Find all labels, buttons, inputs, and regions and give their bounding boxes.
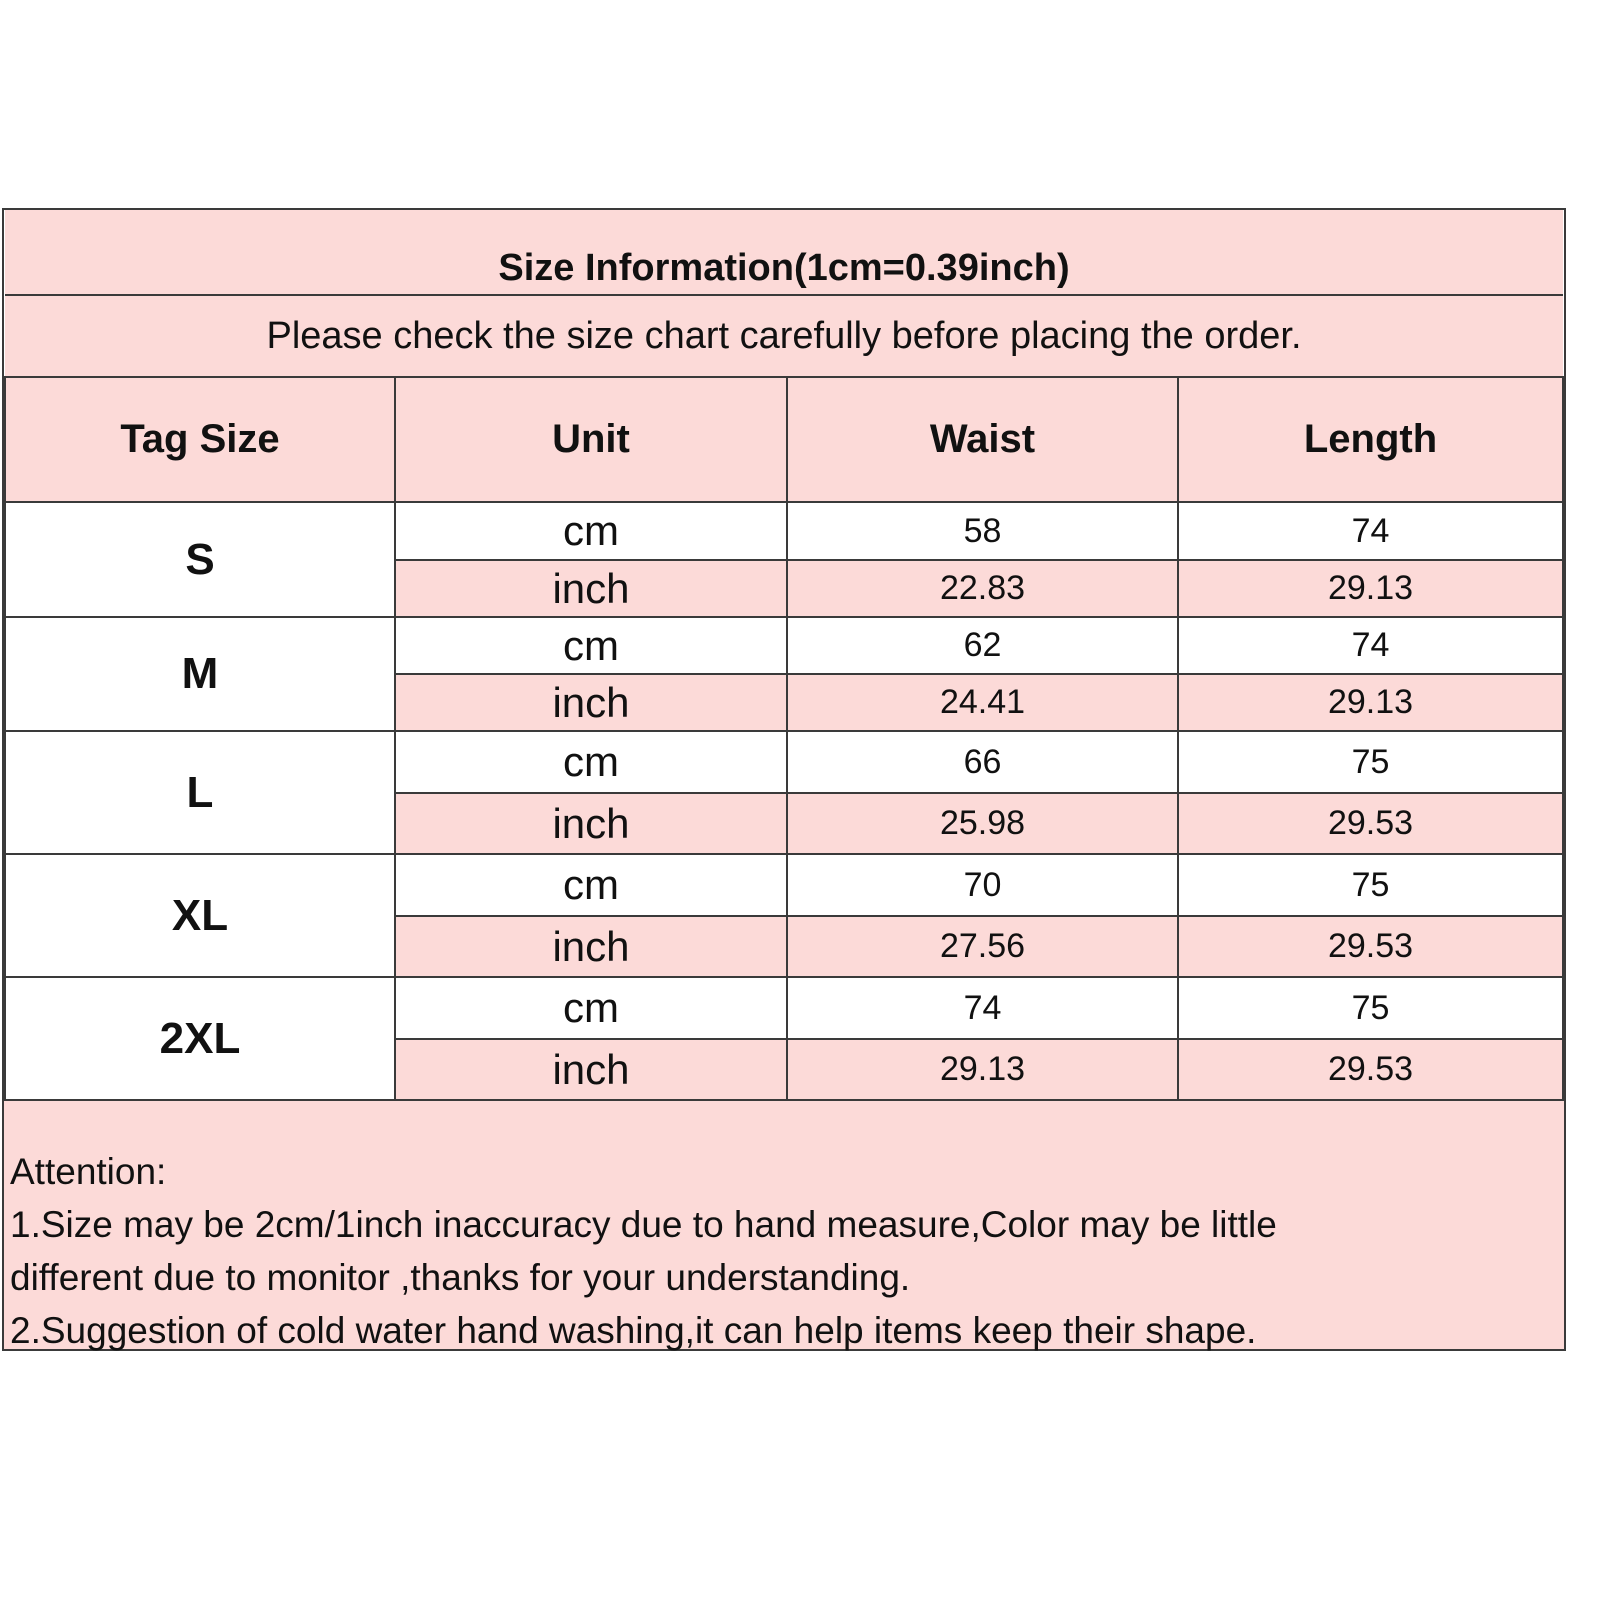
- length-cell: 75: [1177, 853, 1564, 917]
- length-cell: 74: [1177, 501, 1564, 561]
- tag-size-cell: XL: [4, 853, 396, 978]
- waist-cell: 25.98: [786, 792, 1179, 855]
- unit-cell: inch: [394, 673, 788, 732]
- note-heading: Attention:: [10, 1151, 167, 1192]
- length-cell: 75: [1177, 730, 1564, 794]
- size-chart: Size Information(1cm=0.39inch) Please ch…: [2, 208, 1566, 1351]
- unit-cell: cm: [394, 616, 788, 675]
- unit-cell: cm: [394, 730, 788, 794]
- unit-cell: inch: [394, 915, 788, 978]
- waist-cell: 62: [786, 616, 1179, 675]
- note-line: 2.Suggestion of cold water hand washing,…: [10, 1310, 1257, 1351]
- tag-size-cell: S: [4, 501, 396, 618]
- tag-size-cell: 2XL: [4, 976, 396, 1101]
- unit-cell: inch: [394, 1038, 788, 1101]
- header-tag-size: Tag Size: [4, 376, 396, 503]
- unit-cell: cm: [394, 976, 788, 1040]
- unit-cell: inch: [394, 559, 788, 618]
- table-row: inch 25.98 29.53: [5, 792, 1564, 855]
- table-row: XL cm 70 75: [4, 853, 1564, 978]
- table-row: inch 29.13 29.53: [5, 1038, 1564, 1101]
- chart-title: Size Information(1cm=0.39inch): [5, 210, 1563, 296]
- table-row: 2XL cm 74 75: [4, 976, 1564, 1101]
- waist-cell: 58: [786, 501, 1179, 561]
- attention-notes: Attention: 1.Size may be 2cm/1inch inacc…: [4, 1101, 1564, 1351]
- header-length: Length: [1177, 376, 1564, 503]
- header-unit: Unit: [394, 376, 788, 503]
- waist-cell: 29.13: [786, 1038, 1179, 1101]
- tag-size-cell: L: [4, 730, 396, 855]
- length-cell: 29.13: [1177, 559, 1564, 618]
- unit-cell: cm: [394, 853, 788, 917]
- header-waist: Waist: [786, 376, 1179, 503]
- waist-cell: 24.41: [786, 673, 1179, 732]
- size-table: Size Information(1cm=0.39inch) Please ch…: [4, 210, 1564, 1101]
- waist-cell: 74: [786, 976, 1179, 1040]
- unit-cell: inch: [394, 792, 788, 855]
- table-row: inch 27.56 29.53: [5, 915, 1564, 978]
- waist-cell: 66: [786, 730, 1179, 794]
- length-cell: 29.53: [1177, 1038, 1564, 1101]
- table-row: inch 24.41 29.13: [5, 673, 1564, 732]
- note-line: different due to monitor ,thanks for you…: [10, 1257, 911, 1298]
- length-cell: 74: [1177, 616, 1564, 675]
- waist-cell: 22.83: [786, 559, 1179, 618]
- waist-cell: 70: [786, 853, 1179, 917]
- length-cell: 29.13: [1177, 673, 1564, 732]
- chart-subtitle: Please check the size chart carefully be…: [5, 294, 1563, 378]
- length-cell: 75: [1177, 976, 1564, 1040]
- length-cell: 29.53: [1177, 792, 1564, 855]
- table-row: inch 22.83 29.13: [5, 559, 1564, 618]
- length-cell: 29.53: [1177, 915, 1564, 978]
- unit-cell: cm: [394, 501, 788, 561]
- tag-size-cell: M: [4, 616, 396, 732]
- note-line: 1.Size may be 2cm/1inch inaccuracy due t…: [10, 1204, 1277, 1245]
- waist-cell: 27.56: [786, 915, 1179, 978]
